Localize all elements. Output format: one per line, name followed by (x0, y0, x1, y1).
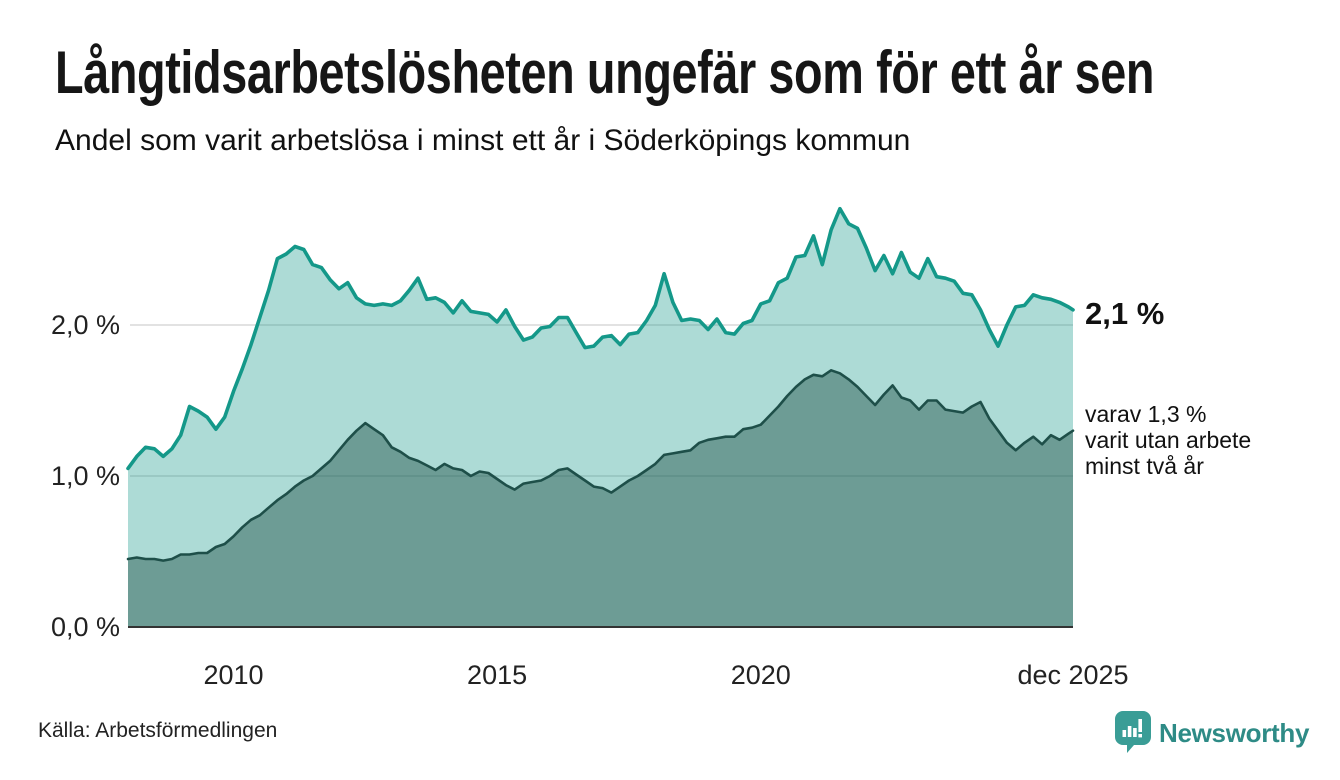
line-series-0 (126, 206, 1075, 471)
page-subtitle: Andel som varit arbetslösa i minst ett å… (55, 124, 911, 157)
source-credit: Källa: Arbetsförmedlingen (38, 719, 278, 742)
logo-barchart-glyph (1122, 719, 1142, 738)
y-tick-label: 2,0 % (51, 310, 120, 340)
x-tick-label: 2020 (731, 660, 791, 690)
x-tick-label: 2015 (467, 660, 527, 690)
latest-value-label: 2,1 % (1085, 296, 1165, 331)
area-series-0 (128, 208, 1073, 627)
area-series-1 (128, 370, 1073, 627)
line-series-1 (126, 369, 1075, 562)
y-tick-label: 0,0 % (51, 612, 120, 642)
x-tick-label: dec 2025 (1017, 660, 1128, 690)
newsworthy-logo-icon (1115, 711, 1151, 753)
logo-bubble-shape (1115, 711, 1151, 753)
newsworthy-logo: Newsworthy (1113, 710, 1309, 755)
y-tick-label: 1,0 % (51, 461, 120, 491)
page-title: Långtidsarbetslösheten ungefär som för e… (55, 39, 1155, 106)
secondary-note-label: varav 1,3 % varit utan arbete minst två … (1085, 401, 1252, 479)
newsworthy-wordmark: Newsworthy (1159, 718, 1310, 748)
x-tick-label: 2010 (203, 660, 263, 690)
